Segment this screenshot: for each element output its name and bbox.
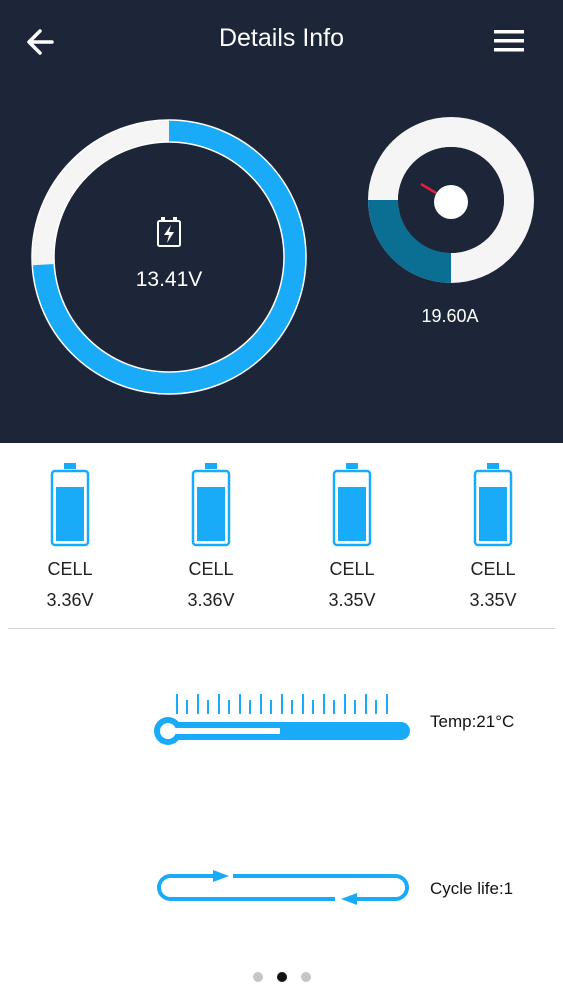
voltage-gauge bbox=[31, 119, 307, 395]
cell-item: CELL 3.35V bbox=[448, 455, 538, 611]
page-dot-1[interactable] bbox=[253, 972, 263, 982]
cell-voltage: 3.35V bbox=[469, 590, 517, 610]
voltage-value: 13.41V bbox=[135, 268, 203, 291]
battery-charge-icon bbox=[157, 217, 181, 247]
battery-cell-icon bbox=[50, 463, 90, 547]
cell-label: CELL bbox=[329, 559, 375, 579]
current-gauge bbox=[368, 117, 534, 283]
cell-item: CELL 3.36V bbox=[25, 455, 115, 611]
page-title: Details Info bbox=[218, 24, 345, 52]
divider bbox=[8, 628, 555, 629]
cycle-life-label: Cycle life:1 bbox=[430, 879, 514, 898]
cell-voltage: 3.36V bbox=[46, 590, 94, 610]
thermometer-icon bbox=[154, 694, 410, 745]
cell-label: CELL bbox=[188, 559, 234, 579]
needle-hub bbox=[434, 185, 468, 219]
cell-label: CELL bbox=[470, 559, 516, 579]
cell-list: CELL 3.36V CELL 3.36V CELL 3.35V CELL 3.… bbox=[0, 455, 563, 615]
cell-label: CELL bbox=[47, 559, 93, 579]
current-value: 19.60A bbox=[421, 306, 479, 326]
cell-voltage: 3.36V bbox=[187, 590, 235, 610]
battery-cell-icon bbox=[332, 463, 372, 547]
temperature-label: Temp:21°C bbox=[430, 712, 515, 731]
page-dot-3[interactable] bbox=[301, 972, 311, 982]
page-dot-2[interactable] bbox=[277, 972, 287, 982]
hamburger-menu-icon[interactable] bbox=[490, 24, 530, 58]
cell-voltage: 3.35V bbox=[328, 590, 376, 610]
battery-cell-icon bbox=[473, 463, 513, 547]
back-arrow-icon[interactable] bbox=[22, 22, 62, 62]
cell-item: CELL 3.35V bbox=[307, 455, 397, 611]
page-indicator bbox=[253, 972, 311, 982]
battery-cell-icon bbox=[191, 463, 231, 547]
cell-item: CELL 3.36V bbox=[166, 455, 256, 611]
cycle-arrows-icon bbox=[157, 870, 409, 905]
